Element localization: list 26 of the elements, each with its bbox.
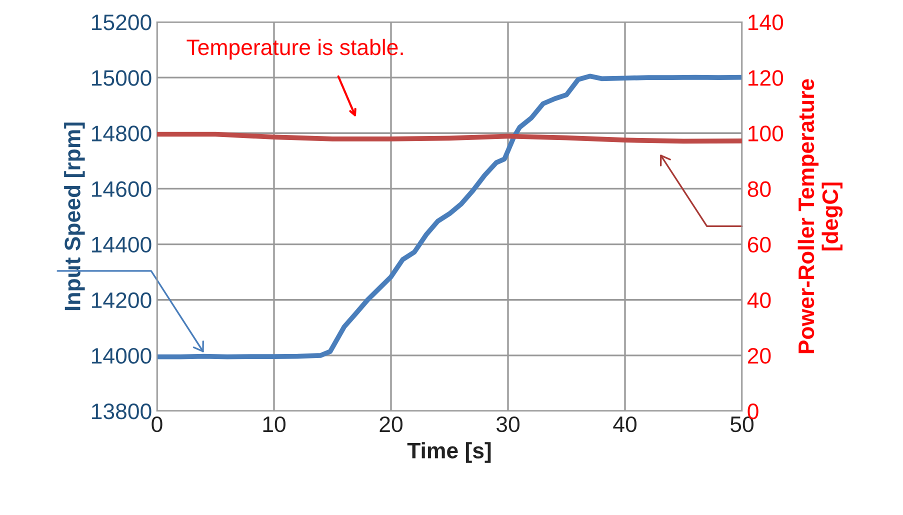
x-axis-title: Time [s] bbox=[407, 442, 491, 463]
y2-tick-label: 20 bbox=[748, 348, 771, 364]
y-tick-label: 14400 bbox=[92, 236, 152, 253]
x-tick-label: 40 bbox=[613, 416, 636, 432]
y2-tick-label: 40 bbox=[747, 292, 771, 308]
y2-tick-label: 140 bbox=[748, 14, 784, 30]
annotation: Temperature is stable. bbox=[186, 38, 403, 60]
y-tick-label: 15000 bbox=[92, 70, 152, 86]
y2-tick-label: 120 bbox=[748, 70, 784, 86]
y-tick-label: 14600 bbox=[92, 181, 152, 197]
y2-axis-title: Power-Roller Temperature [degC] bbox=[798, 79, 843, 354]
y-tick-label: 13800 bbox=[92, 404, 152, 420]
y2-tick-label: 60 bbox=[748, 236, 771, 253]
y-tick-label: 14200 bbox=[92, 292, 152, 308]
x-tick-label: 30 bbox=[496, 416, 520, 432]
line-series bbox=[157, 74, 742, 360]
x-tick-label: 10 bbox=[263, 416, 286, 432]
y-tick-label: 15200 bbox=[92, 14, 152, 30]
y-tick-label: 14800 bbox=[92, 126, 152, 142]
y2-tick-label: 100 bbox=[748, 126, 784, 142]
y-tick-label: 14000 bbox=[92, 348, 152, 364]
y2-tick-label: 80 bbox=[748, 181, 771, 197]
x-tick-label: 20 bbox=[380, 416, 402, 432]
y-axis-title: Input Speed [rpm] bbox=[64, 122, 85, 310]
line-series bbox=[157, 132, 742, 144]
x-tick-label: 0 bbox=[152, 416, 162, 432]
